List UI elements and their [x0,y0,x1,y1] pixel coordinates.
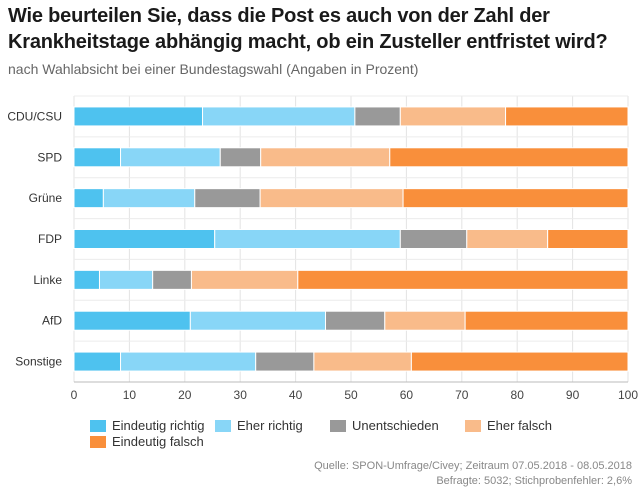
x-tick-label: 90 [566,388,580,402]
bar-segment [260,147,391,168]
bar-segment [354,106,401,127]
x-tick-label: 20 [178,388,192,402]
bar-segment [73,147,122,168]
chart-subtitle: nach Wahlabsicht bei einer Bundestagswah… [8,61,419,77]
bar-segment [466,229,549,249]
bar-segment [219,147,262,168]
bar-segment [297,269,629,290]
bar-segment [402,188,629,209]
bar-segment [98,269,154,290]
bar-segment [399,229,468,249]
bar-segment [73,106,204,127]
bar-segment [73,229,216,249]
category-label: SPD [37,150,62,164]
bar-segment [389,147,629,168]
x-tick-label: 50 [344,388,358,402]
bar-segment [73,351,122,372]
legend-label: Eher richtig [237,418,303,433]
legend-item: Eindeutig falsch [90,434,204,449]
bar-segment [214,229,401,249]
legend-label: Eindeutig richtig [112,418,205,433]
source-line-2: Befragte: 5032; Stichprobenfehler: 2,6% [436,475,632,487]
bar-segment [384,310,466,331]
legend-item: Eindeutig richtig [90,418,205,433]
bar-segment [73,188,104,209]
category-label: Grüne [29,191,63,205]
source-line-1: Quelle: SPON-Umfrage/Civey; Zeitraum 07.… [314,460,632,472]
legend-item: Eher falsch [465,418,552,433]
category-label: Linke [33,273,62,287]
bar-segment [313,351,412,372]
x-tick-label: 70 [455,388,469,402]
legend-swatch [465,419,481,432]
bar-segment [202,106,356,127]
legend-item: Unentschieden [330,418,439,433]
bar-segment [152,269,192,290]
source-note: Quelle: SPON-Umfrage/Civey; Zeitraum 07.… [314,459,632,489]
legend-item: Eher richtig [215,418,303,433]
bar-segment [102,188,196,209]
bar-segment [73,310,191,331]
legend-label: Eher falsch [487,418,553,433]
category-label: CDU/CSU [7,109,62,123]
category-label: AfD [42,314,62,328]
bar-segment [325,310,386,331]
x-tick-label: 40 [289,388,303,402]
legend-swatch [215,419,231,432]
x-tick-label: 10 [123,388,137,402]
bar-segment [399,106,507,127]
bar-segment [410,351,629,372]
chart-title: Wie beurteilen Sie, dass die Post es auc… [8,5,608,53]
bar-segment [255,351,315,372]
bar-segment [120,351,257,372]
bar-segment [505,106,629,127]
bar-segment [189,310,327,331]
bar-segment [73,269,100,290]
bar-segment [259,188,404,209]
bar-segment [120,147,221,168]
legend-swatch [90,419,106,432]
x-tick-label: 60 [400,388,414,402]
x-tick-label: 100 [618,388,638,402]
category-label: FDP [38,232,62,246]
bar-segment [547,229,629,249]
legend-swatch [330,419,346,432]
category-label: Sonstige [15,355,62,369]
legend-label: Unentschieden [352,418,439,433]
x-tick-label: 0 [71,388,78,402]
legend-label: Eindeutig falsch [112,434,204,449]
bar-segment [464,310,629,331]
legend-swatch [90,435,106,448]
x-tick-label: 30 [234,388,248,402]
x-tick-label: 80 [511,388,525,402]
bar-segment [190,269,299,290]
bar-segment [194,188,261,209]
